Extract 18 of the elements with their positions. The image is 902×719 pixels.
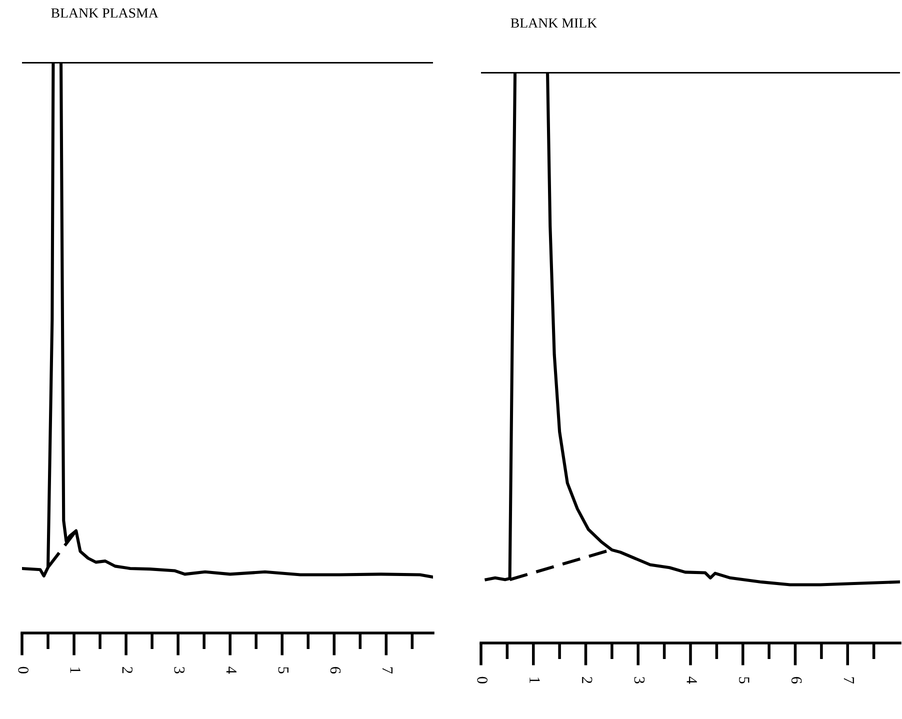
- x-tick-label: 4: [686, 676, 697, 684]
- x-tick-label: 5: [739, 677, 750, 684]
- x-tick-label: 1: [530, 678, 540, 684]
- x-tick-label: 5: [278, 667, 288, 674]
- x-tick-label: 4: [226, 666, 236, 674]
- chart-title: BLANK PLASMA: [51, 8, 158, 18]
- x-tick-label: 2: [582, 677, 592, 684]
- x-tick-label: 1: [70, 668, 80, 674]
- x-tick-label: 3: [174, 667, 185, 674]
- x-tick-label: 7: [844, 677, 854, 684]
- x-tick-label: 6: [330, 666, 341, 674]
- x-tick-label: 6: [791, 676, 802, 684]
- x-tick-label: 0: [477, 676, 488, 684]
- x-tick-label: 3: [634, 677, 645, 684]
- x-tick-label: 0: [18, 666, 28, 674]
- chart-title: BLANK MILK: [510, 18, 597, 28]
- x-tick-label: 2: [122, 667, 132, 674]
- x-tick-label: 7: [382, 667, 393, 674]
